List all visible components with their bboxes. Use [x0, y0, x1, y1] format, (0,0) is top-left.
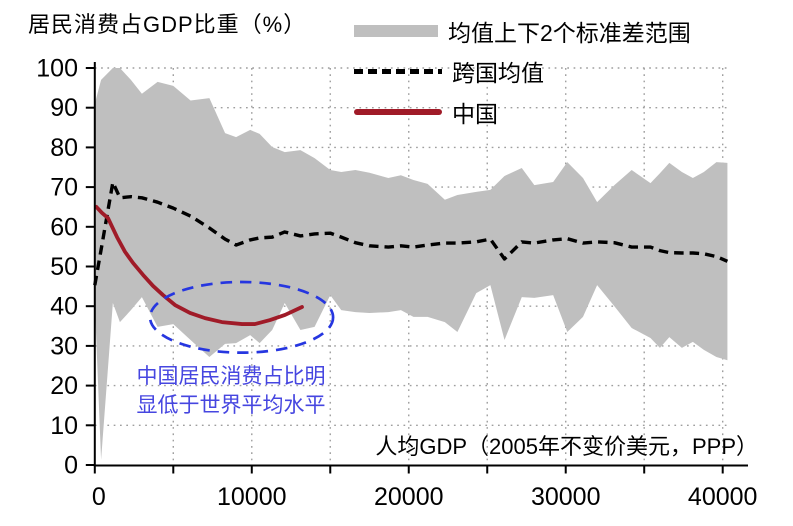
legend-item-mean: 跨国均值 [354, 57, 544, 86]
y-tick-label: 90 [50, 94, 78, 122]
x-tick-label: 20000 [374, 483, 444, 511]
china-line [94, 205, 304, 326]
highlight-ellipse [148, 280, 335, 354]
legend-item-china: 中国 [354, 98, 498, 127]
legend-label-china: 中国 [452, 101, 498, 127]
annotation-text: 中国居民消费占比明 显低于世界平均水平 [118, 362, 344, 420]
chart-title: 居民消费占GDP比重（%） [28, 12, 307, 37]
y-tick-label: 0 [64, 452, 78, 480]
y-tick-label: 60 [50, 213, 78, 241]
annotation-line-1: 中国居民消费占比明 [136, 365, 326, 388]
y-tick-label: 10 [50, 412, 78, 440]
x-tick-label: 0 [92, 483, 106, 511]
y-tick-label: 40 [50, 293, 78, 321]
x-tick-label: 10000 [217, 483, 287, 511]
band-swatch-icon [354, 25, 438, 37]
dashed-line-swatch-icon [354, 68, 442, 74]
legend-item-band: 均值上下2个标准差范围 [354, 17, 691, 46]
x-tick-label: 40000 [688, 483, 758, 511]
annotation-line-2: 显低于世界平均水平 [136, 394, 326, 417]
mean-line [93, 180, 729, 286]
y-tick-label: 50 [50, 253, 78, 281]
red-line-swatch-icon [354, 109, 442, 115]
x-axis-title: 人均GDP（2005年不变价美元，PPP） [375, 434, 758, 459]
y-tick-label: 70 [50, 174, 78, 202]
x-tick-label: 30000 [531, 483, 601, 511]
legend-label-mean: 跨国均值 [452, 60, 544, 86]
band-area [94, 68, 728, 460]
y-tick-label: 100 [36, 55, 78, 83]
legend-label-band: 均值上下2个标准差范围 [448, 20, 691, 46]
y-tick-label: 80 [50, 134, 78, 162]
y-tick-label: 20 [50, 372, 78, 400]
y-tick-label: 30 [50, 332, 78, 360]
